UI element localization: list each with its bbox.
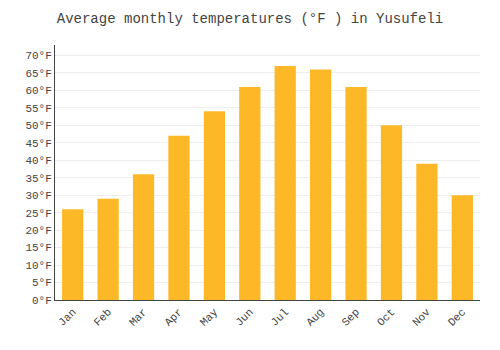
svg-text:35°F: 35°F	[25, 173, 51, 185]
svg-text:Aug: Aug	[304, 306, 326, 328]
svg-text:Average monthly temperatures (: Average monthly temperatures (°F ) in Yu…	[57, 11, 443, 27]
svg-text:10°F: 10°F	[25, 260, 51, 272]
svg-text:50°F: 50°F	[25, 120, 51, 132]
svg-text:5°F: 5°F	[32, 277, 52, 289]
svg-text:May: May	[198, 306, 221, 329]
svg-text:55°F: 55°F	[25, 103, 51, 115]
svg-text:Dec: Dec	[446, 306, 468, 328]
svg-text:60°F: 60°F	[25, 85, 51, 97]
svg-text:Jun: Jun	[233, 306, 255, 328]
svg-text:0°F: 0°F	[32, 295, 52, 307]
svg-text:Apr: Apr	[162, 306, 184, 328]
svg-text:Feb: Feb	[92, 306, 114, 328]
svg-text:70°F: 70°F	[25, 50, 51, 62]
svg-text:Oct: Oct	[375, 306, 397, 328]
svg-text:65°F: 65°F	[25, 68, 51, 80]
svg-text:Mar: Mar	[127, 306, 149, 328]
svg-text:40°F: 40°F	[25, 155, 51, 167]
svg-text:Jul: Jul	[269, 306, 291, 328]
svg-text:20°F: 20°F	[25, 225, 51, 237]
svg-text:Nov: Nov	[410, 306, 433, 329]
svg-text:Jan: Jan	[56, 306, 78, 328]
svg-text:30°F: 30°F	[25, 190, 51, 202]
svg-text:15°F: 15°F	[25, 242, 51, 254]
svg-text:Sep: Sep	[340, 306, 362, 328]
svg-text:25°F: 25°F	[25, 208, 51, 220]
svg-text:45°F: 45°F	[25, 138, 51, 150]
